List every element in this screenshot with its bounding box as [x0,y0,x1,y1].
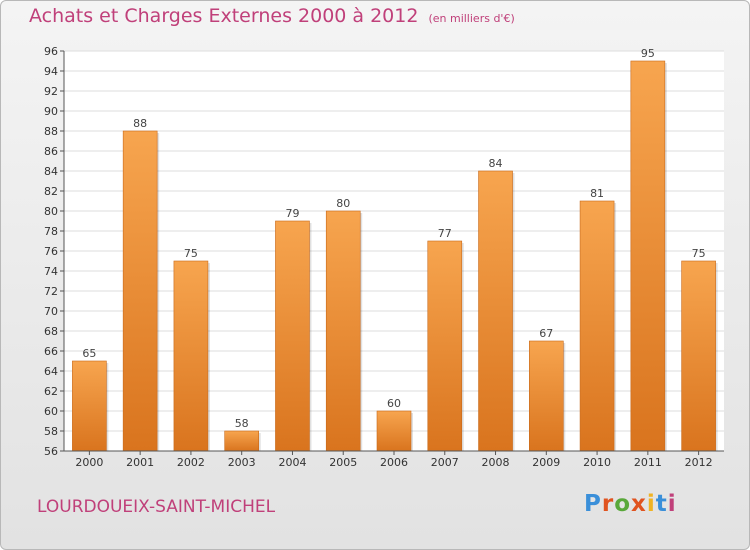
x-tick-label: 2003 [228,456,256,469]
x-tick-label: 2002 [177,456,205,469]
y-tick-label: 66 [44,345,58,358]
y-tick-label: 72 [44,285,58,298]
commune-name: LOURDOUEIX-SAINT-MICHEL [37,497,276,517]
x-tick-label: 2007 [431,456,459,469]
bar [173,260,209,452]
y-tick-label: 96 [44,45,58,58]
logo-letter: t [655,491,668,517]
bar-value-label: 60 [387,397,401,410]
y-tick-label: 86 [44,145,58,158]
x-tick-label: 2008 [482,456,510,469]
y-tick-label: 68 [44,325,58,338]
gridlines [64,50,724,452]
y-tick-label: 56 [44,445,58,458]
logo-letter: o [614,491,632,517]
value-labels-group: 65 88 75 58 79 80 60 77 84 67 81 95 75 [82,47,705,430]
bar [224,430,259,452]
y-tick-label: 94 [44,65,58,78]
bar [579,200,615,452]
bar [325,210,361,452]
x-tick-label: 2004 [278,456,306,469]
y-tick-label: 82 [44,185,58,198]
bar-value-label: 80 [336,197,350,210]
y-axis: 56 58 60 62 64 66 68 70 72 74 76 78 80 82 84 86 88 90 92 94… [44,45,65,458]
bar-value-label: 81 [590,187,604,200]
y-tick-label: 62 [44,385,58,398]
logo-letter: r [601,491,615,517]
chart-title-text: Achats et Charges Externes 2000 à 2012 [29,5,419,27]
y-tick-label: 58 [44,425,58,438]
x-axis: 2000 2001 2002 2003 2004 2005 2006 2007 2008 2009… [64,450,724,469]
bar [630,60,666,452]
bar [275,220,310,452]
bars-group [72,60,718,452]
bar-value-label: 95 [641,47,655,60]
bar [681,260,716,452]
chart-title: Achats et Charges Externes 2000 à 2012 (e… [29,5,515,27]
y-tick-label: 92 [44,85,58,98]
y-tick-label: 90 [44,105,58,118]
x-tick-label: 2000 [75,456,103,469]
bar-value-label: 75 [184,247,198,260]
x-tick-label: 2005 [329,456,357,469]
x-tick-label: 2006 [380,456,408,469]
y-tick-label: 60 [44,405,58,418]
bar-value-label: 75 [692,247,706,260]
chart-subtitle: (en milliers d'€) [428,12,515,25]
logo-letter: x [631,491,647,517]
y-tick-label: 80 [44,205,58,218]
proxiti-logo: Proxiti [584,491,677,517]
bar [478,170,513,452]
bar [529,340,564,452]
logo-letter: i [646,491,656,517]
bar-value-label: 58 [235,417,249,430]
x-tick-label: 2012 [685,456,713,469]
x-tick-label: 2009 [532,456,560,469]
y-tick-label: 78 [44,225,58,238]
bar-value-label: 84 [489,157,503,170]
y-tick-label: 88 [44,125,58,138]
logo-letter: i [667,491,677,517]
bar-value-label: 65 [82,347,96,360]
x-tick-label: 2001 [126,456,154,469]
y-tick-label: 76 [44,245,58,258]
y-tick-label: 70 [44,305,58,318]
bar-value-label: 79 [285,207,299,220]
y-tick-label: 84 [44,165,58,178]
bar [72,360,107,452]
bar-value-label: 67 [539,327,553,340]
y-tick-label: 64 [44,365,58,378]
bar [122,130,158,452]
x-tick-label: 2011 [634,456,662,469]
bar-value-label: 77 [438,227,452,240]
bar [427,240,463,452]
bar [376,410,412,452]
logo-letter: P [584,491,602,517]
x-tick-label: 2010 [583,456,611,469]
y-tick-label: 74 [44,265,58,278]
bar-value-label: 88 [133,117,147,130]
